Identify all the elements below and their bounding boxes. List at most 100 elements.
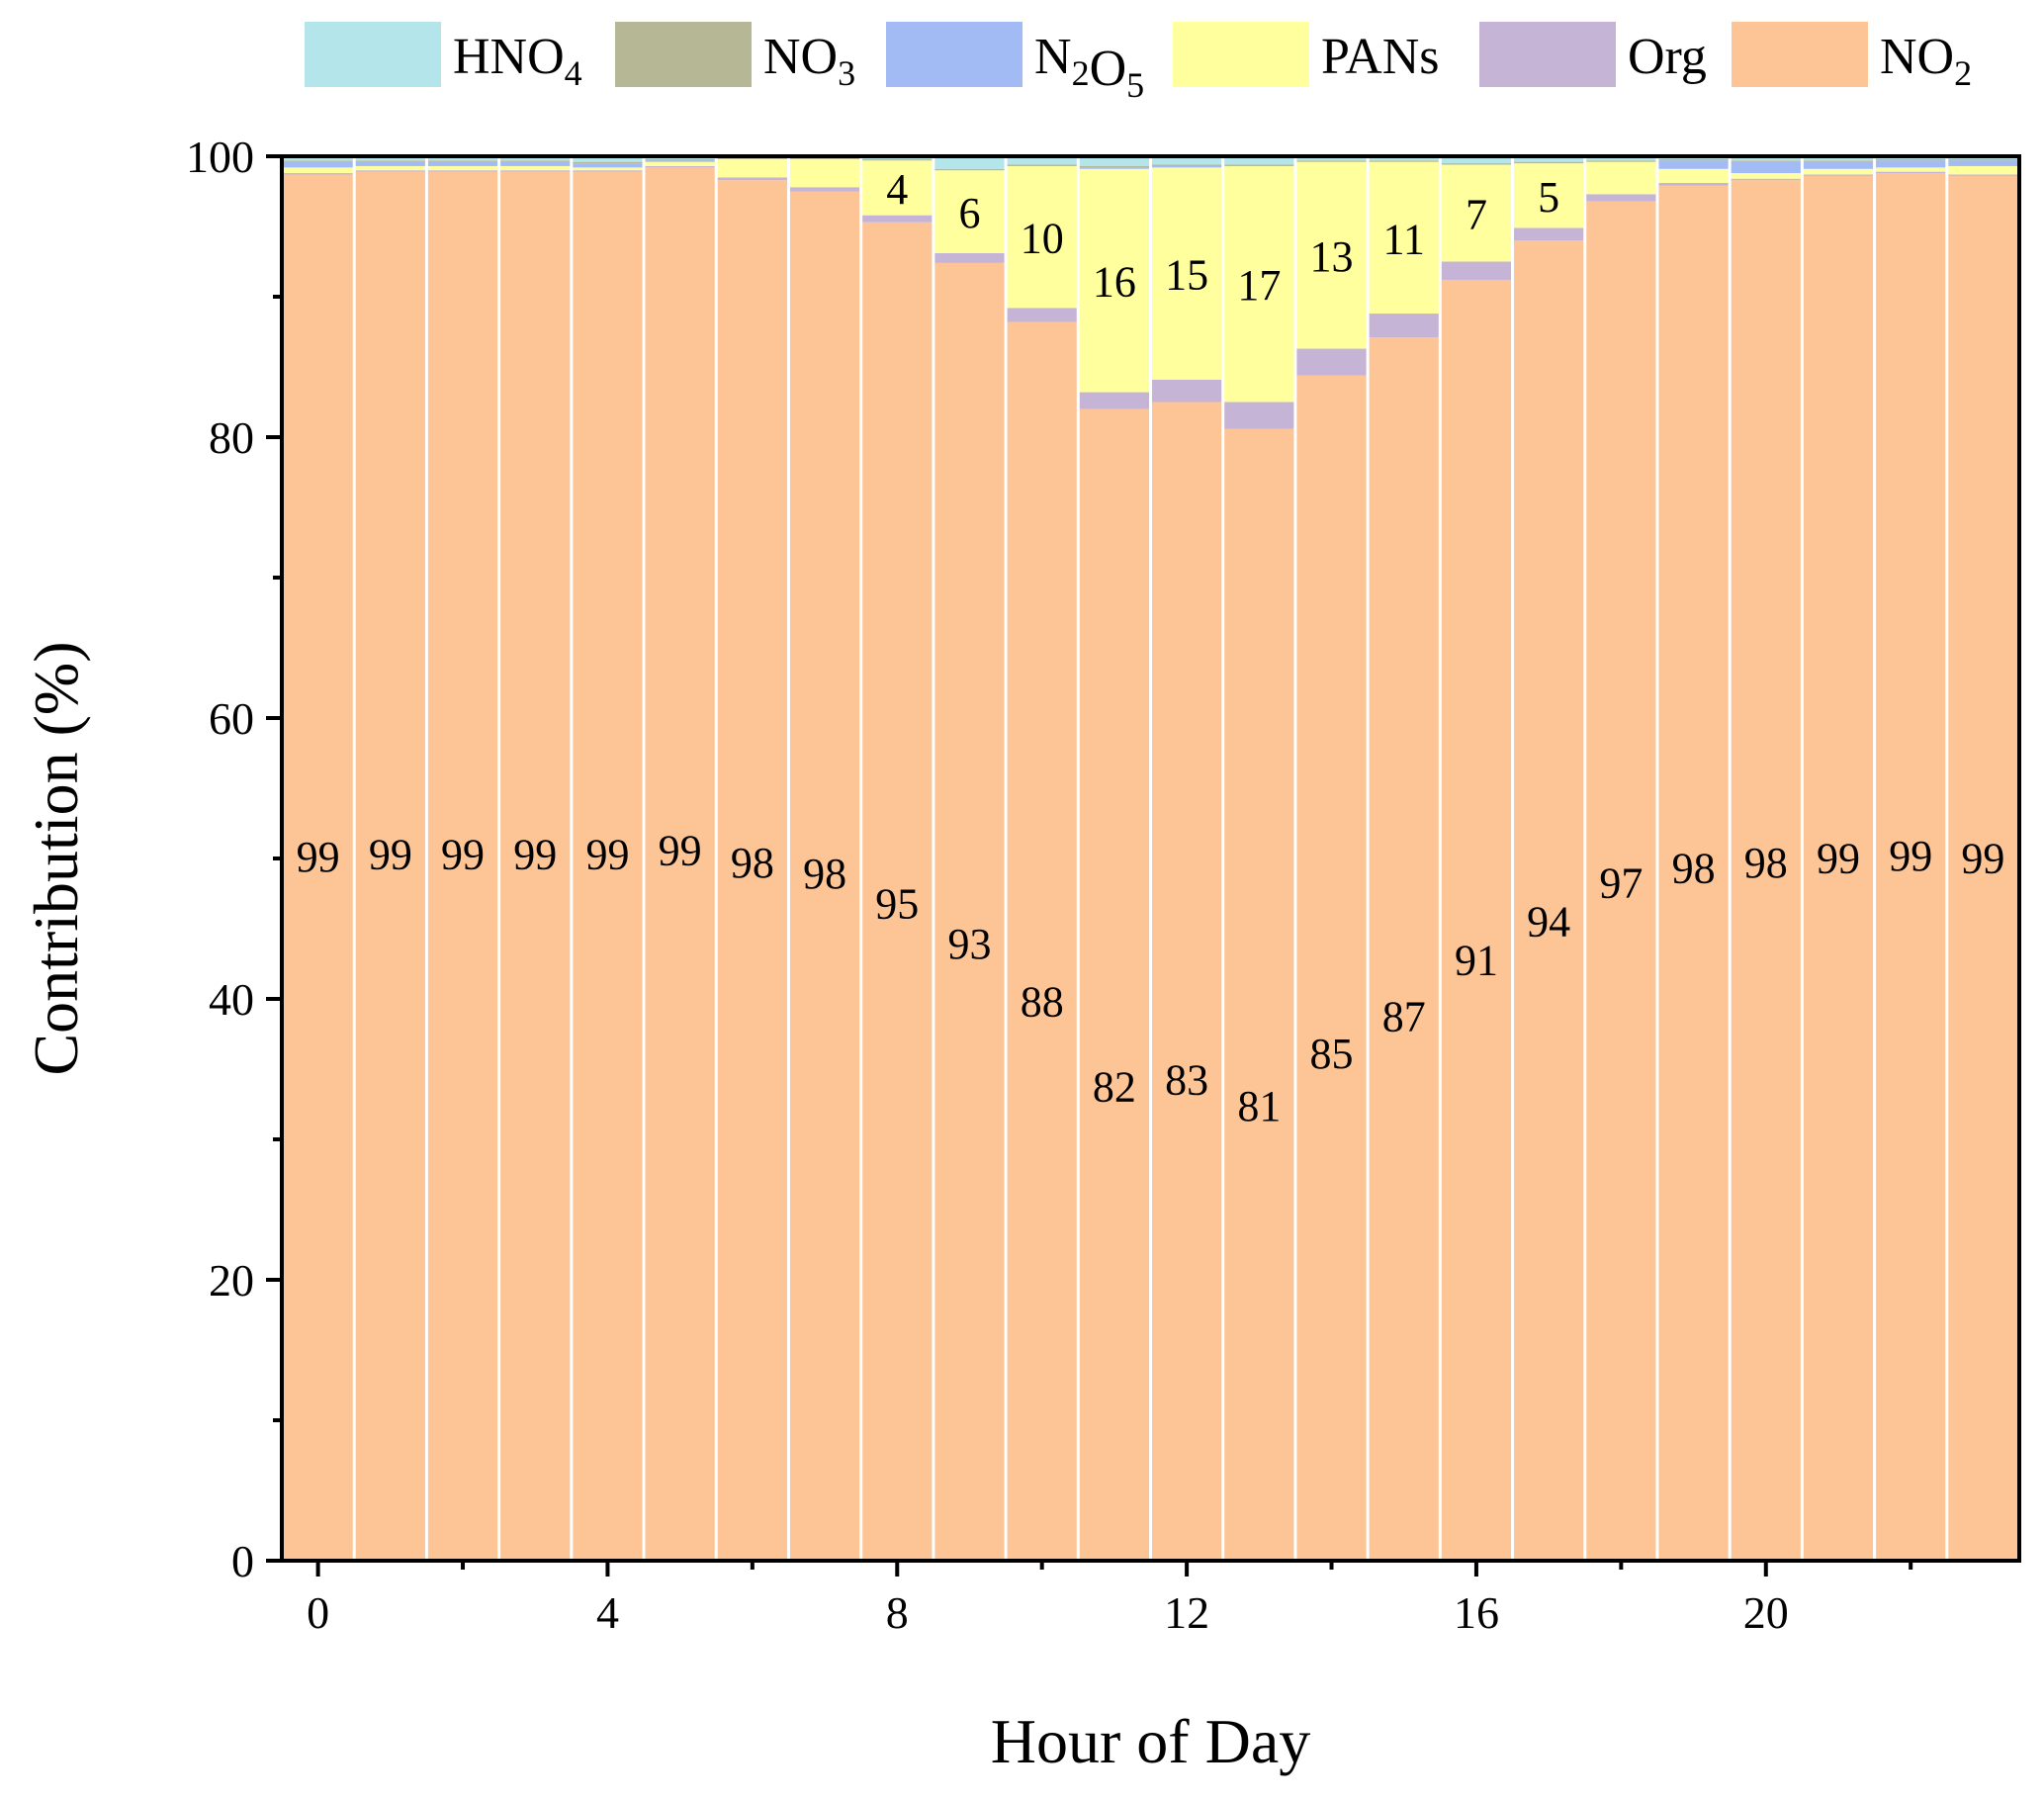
x-tick-label: 16 xyxy=(1454,1587,1499,1638)
bar-org-hour-11 xyxy=(1079,392,1149,409)
bar-hno4-hour-0 xyxy=(283,156,353,161)
bar-org-hour-22 xyxy=(1876,171,1946,174)
bar-org-hour-0 xyxy=(283,173,353,175)
bar-org-hour-18 xyxy=(1586,194,1656,202)
legend-label-hno4: HNO4 xyxy=(453,29,582,93)
bar-n2o5-hour-1 xyxy=(355,161,425,166)
label-pans-hour-9: 6 xyxy=(958,189,980,237)
bar-pans-hour-0 xyxy=(283,167,353,174)
bar-pans-hour-18 xyxy=(1586,161,1656,195)
bar-hno4-hour-10 xyxy=(1007,156,1077,165)
x-tick-label: 12 xyxy=(1164,1587,1209,1638)
x-axis: 0 4 8 12 16 20 xyxy=(307,1561,1913,1638)
bar-no2-hour-6 xyxy=(717,180,787,1561)
bar-hno4-hour-12 xyxy=(1152,156,1222,165)
bar-org-hour-10 xyxy=(1007,308,1077,322)
bar-no2-hour-10 xyxy=(1007,321,1077,1561)
bar-org-hour-13 xyxy=(1224,402,1294,429)
bar-org-hour-23 xyxy=(1948,174,2018,176)
legend-label-org: Org xyxy=(1628,29,1707,85)
bar-hno4-hour-9 xyxy=(934,156,1005,169)
bar-no2-hour-22 xyxy=(1876,173,1946,1561)
label-pans-hour-13: 17 xyxy=(1237,261,1281,310)
bar-pans-hour-5 xyxy=(645,161,715,166)
label-no2-hour-0: 99 xyxy=(297,833,340,881)
x-axis-title: Hour of Day xyxy=(991,1706,1310,1776)
label-no2-hour-16: 91 xyxy=(1455,937,1498,985)
label-no2-hour-2: 99 xyxy=(441,830,485,878)
bar-no3-hour-9 xyxy=(934,168,1005,171)
bar-n2o5-hour-3 xyxy=(500,161,571,166)
label-no2-hour-6: 98 xyxy=(731,839,774,887)
bar-org-hour-2 xyxy=(427,170,498,172)
label-no2-hour-19: 98 xyxy=(1672,844,1716,892)
bar-pans-hour-7 xyxy=(789,158,860,188)
bar-pans-hour-19 xyxy=(1658,168,1729,183)
label-no2-hour-10: 88 xyxy=(1021,977,1064,1026)
label-no2-hour-12: 83 xyxy=(1165,1056,1208,1105)
bar-org-hour-7 xyxy=(789,187,860,192)
bar-no3-hour-21 xyxy=(1803,160,1874,162)
label-pans-hour-17: 5 xyxy=(1538,173,1559,222)
bar-hno4-hour-20 xyxy=(1731,156,1801,161)
bar-pans-hour-14 xyxy=(1296,161,1367,349)
bar-org-hour-20 xyxy=(1731,178,1801,181)
legend-swatch-no3 xyxy=(615,22,752,87)
bar-pans-hour-4 xyxy=(573,167,643,171)
bar-org-hour-4 xyxy=(573,170,643,172)
bar-no2-hour-20 xyxy=(1731,180,1801,1561)
x-tick-label: 8 xyxy=(886,1587,909,1638)
bar-hno4-hour-16 xyxy=(1441,156,1512,164)
y-axis-title: Contribution (%) xyxy=(21,641,91,1075)
bar-no3-hour-5 xyxy=(645,158,715,161)
bar-n2o5-hour-0 xyxy=(283,161,353,168)
bar-no3-hour-16 xyxy=(1441,163,1512,165)
bar-pans-hour-3 xyxy=(500,165,571,171)
y-tick-label: 60 xyxy=(209,693,254,744)
label-no2-hour-13: 81 xyxy=(1237,1082,1281,1130)
bar-pans-hour-16 xyxy=(1441,164,1512,262)
bar-pans-hour-9 xyxy=(934,170,1005,253)
bar-hno4-hour-21 xyxy=(1803,156,1874,161)
bar-n2o5-hour-20 xyxy=(1731,161,1801,174)
bar-pans-hour-15 xyxy=(1369,161,1439,315)
bar-org-hour-6 xyxy=(717,177,787,181)
label-no2-hour-14: 85 xyxy=(1310,1030,1354,1078)
bar-no2-hour-0 xyxy=(283,174,353,1562)
bar-org-hour-19 xyxy=(1658,182,1729,186)
bar-no2-hour-7 xyxy=(789,191,860,1561)
bar-org-hour-8 xyxy=(862,215,933,223)
bar-no2-hour-16 xyxy=(1441,279,1512,1562)
bar-pans-hour-6 xyxy=(717,158,787,178)
bar-no2-hour-8 xyxy=(862,222,933,1562)
bar-pans-hour-21 xyxy=(1803,168,1874,175)
bar-org-hour-12 xyxy=(1152,379,1222,403)
bar-no2-hour-12 xyxy=(1152,402,1222,1561)
bar-no3-hour-11 xyxy=(1079,165,1149,168)
bar-pans-hour-23 xyxy=(1948,165,2018,175)
label-pans-hour-12: 15 xyxy=(1165,251,1208,300)
bar-no3-hour-8 xyxy=(862,158,933,161)
bar-no2-hour-4 xyxy=(573,171,643,1561)
bars xyxy=(283,156,2018,1562)
bar-org-hour-1 xyxy=(355,170,425,172)
bar-pans-hour-10 xyxy=(1007,165,1077,309)
bar-no3-hour-1 xyxy=(355,160,425,162)
bar-org-hour-3 xyxy=(500,170,571,172)
bar-no3-hour-2 xyxy=(427,160,498,162)
bar-n2o5-hour-22 xyxy=(1876,160,1946,168)
bar-no3-hour-7 xyxy=(789,157,860,159)
bar-no3-hour-23 xyxy=(1948,158,2018,161)
bar-pans-hour-20 xyxy=(1731,173,1801,179)
bar-no3-hour-0 xyxy=(283,160,353,162)
label-pans-hour-14: 13 xyxy=(1310,232,1354,281)
legend-label-pans: PANs xyxy=(1321,29,1440,85)
bar-org-hour-14 xyxy=(1296,348,1367,376)
label-no2-hour-23: 99 xyxy=(1961,835,2004,883)
label-no2-hour-5: 99 xyxy=(659,826,702,874)
bar-n2o5-hour-23 xyxy=(1948,160,2018,166)
bar-no2-hour-17 xyxy=(1514,240,1584,1562)
x-tick-label: 4 xyxy=(596,1587,619,1638)
bar-no2-hour-23 xyxy=(1948,175,2018,1561)
